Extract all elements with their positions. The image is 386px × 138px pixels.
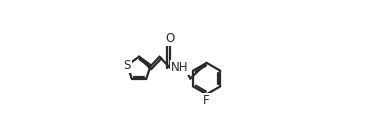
- Text: NH: NH: [171, 61, 189, 74]
- Text: S: S: [124, 59, 131, 72]
- Text: F: F: [203, 94, 210, 107]
- Text: O: O: [165, 32, 174, 45]
